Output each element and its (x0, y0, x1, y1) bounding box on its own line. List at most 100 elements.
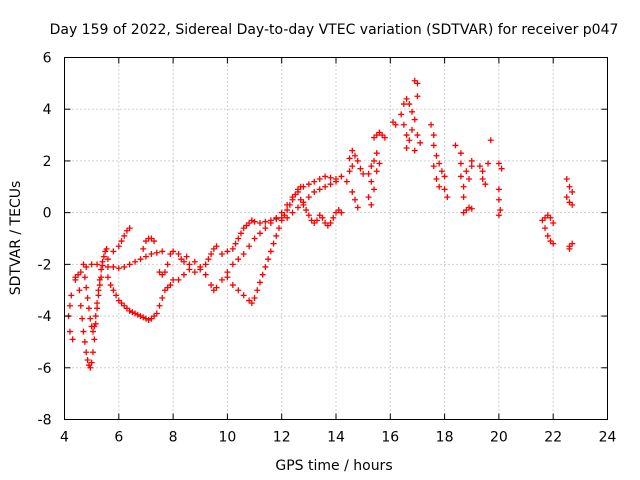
data-point (468, 163, 475, 170)
data-point (303, 207, 310, 214)
data-point (569, 188, 576, 195)
data-point (81, 338, 88, 345)
data-point (265, 256, 272, 263)
data-point (218, 276, 225, 283)
data-point (400, 101, 407, 108)
data-point (460, 183, 467, 190)
data-point (569, 240, 576, 247)
data-point (349, 188, 356, 195)
x-tick-label: 10 (218, 430, 236, 446)
data-point (468, 157, 475, 164)
data-point (409, 108, 416, 115)
data-point (248, 217, 255, 224)
data-point (495, 196, 502, 203)
data-point (83, 263, 90, 270)
data-point (121, 263, 128, 270)
data-point (175, 276, 182, 283)
data-point (113, 292, 120, 299)
data-point (495, 212, 502, 219)
data-point (485, 160, 492, 167)
data-point (85, 305, 92, 312)
data-point (142, 253, 149, 260)
data-point (444, 194, 451, 201)
data-point (311, 178, 318, 185)
y-axis-ticks: -8 -6 -4 -2 0 2 4 6 (38, 51, 608, 429)
data-point (208, 251, 215, 258)
data-point (180, 271, 187, 278)
data-point (414, 93, 421, 100)
data-point (430, 142, 437, 149)
data-point (95, 287, 102, 294)
data-point (202, 271, 209, 278)
data-point (94, 305, 101, 312)
data-point (251, 235, 258, 242)
data-point (159, 294, 166, 301)
data-point (360, 170, 367, 177)
data-point (542, 225, 549, 232)
data-point (349, 147, 356, 154)
data-point (183, 253, 190, 260)
x-axis-label: GPS time / hours (275, 458, 392, 474)
data-point (170, 248, 177, 255)
data-point (368, 201, 375, 208)
data-point (137, 256, 144, 263)
data-point (103, 245, 110, 252)
data-point (94, 300, 101, 307)
data-point (180, 258, 187, 265)
data-point (161, 269, 168, 276)
data-point (409, 126, 416, 133)
data-point (311, 188, 318, 195)
data-point (251, 218, 258, 225)
data-point (140, 245, 147, 252)
data-point (327, 219, 334, 226)
data-point (270, 240, 277, 247)
data-point (240, 292, 247, 299)
data-point (273, 232, 280, 239)
data-point (550, 240, 557, 247)
data-point (316, 186, 323, 193)
x-tick-label: 16 (381, 430, 399, 446)
data-point (497, 207, 504, 214)
data-point (479, 168, 486, 175)
data-point (232, 240, 239, 247)
data-point (175, 251, 182, 258)
data-point (104, 256, 111, 263)
y-tick-label: 6 (43, 51, 52, 67)
data-point (430, 163, 437, 170)
data-point (246, 243, 253, 250)
x-tick-label: 24 (599, 430, 617, 446)
x-axis-ticks: 4 6 8 10 12 14 16 18 20 22 24 (60, 57, 617, 446)
data-point (398, 111, 405, 118)
data-point (132, 258, 139, 265)
data-point (191, 258, 198, 265)
data-point (134, 311, 141, 318)
data-point (400, 121, 407, 128)
data-point (153, 310, 160, 317)
data-point (224, 269, 231, 276)
data-point (72, 274, 79, 281)
data-point (164, 261, 171, 268)
data-point (94, 261, 101, 268)
x-tick-label: 14 (327, 430, 345, 446)
data-point (327, 181, 334, 188)
data-point (99, 262, 106, 269)
data-point (235, 235, 242, 242)
data-point (167, 282, 174, 289)
data-point (479, 176, 486, 183)
data-point (140, 314, 147, 321)
data-point (273, 214, 280, 221)
data-point (495, 186, 502, 193)
data-point (441, 186, 448, 193)
data-point (256, 230, 263, 237)
data-point (191, 269, 198, 276)
data-point (417, 139, 424, 146)
data-point (132, 310, 139, 317)
data-point (322, 173, 329, 180)
data-point (202, 261, 209, 268)
data-point (256, 219, 263, 226)
data-point (83, 284, 90, 291)
data-point (352, 152, 359, 159)
data-point (357, 165, 364, 172)
data-point (235, 287, 242, 294)
data-point (406, 137, 413, 144)
